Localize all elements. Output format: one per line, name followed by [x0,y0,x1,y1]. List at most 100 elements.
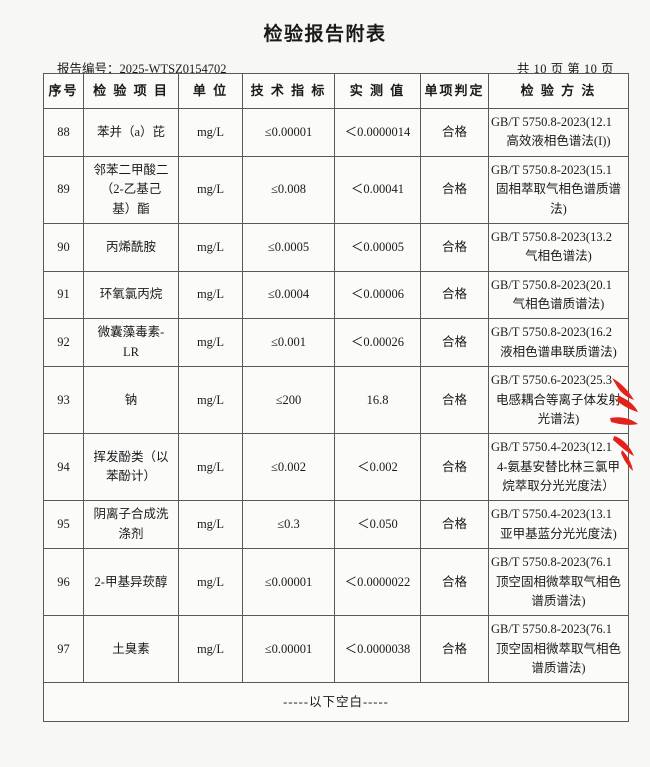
cell-method-line: GB/T 5750.8-2023(12.1 [491,115,612,129]
cell-unit: mg/L [178,318,243,368]
cell-measured: ＜0.00041 [334,155,421,224]
cell-method-line: 法) [550,201,567,216]
cell-no: 93 [43,366,84,435]
cell-method-line: GB/T 5750.8-2023(16.2 [491,325,612,340]
cell-unit: mg/L [178,222,243,272]
cell-measured: ＜0.00026 [334,318,421,368]
results-table-container: 序号 检 验 项 目 单 位 技 术 指 标 实 测 值 单项判定 检 验 方 … [43,73,629,723]
cell-item: 苯并（a）芘 [83,108,179,157]
cell-verdict: 合格 [420,500,489,550]
cell-item-line: 微囊藻毒素- [97,325,165,340]
cell-item-line: 涤剂 [118,526,144,541]
cell-method-line: GB/T 5750.8-2023(76.1 [491,622,612,637]
cell-unit: mg/L [178,270,243,320]
cell-method-line: 顶空固相微萃取气相色 [495,641,621,656]
cell-measured: ＜0.0000014 [334,108,421,157]
cell-method: GB/T 5750.4-2023(12.1 4-氨基安替比林三氯甲 烷萃取分光光度法… [488,433,629,502]
cell-method-line: 气相色谱质谱法) [512,297,605,311]
cell-method: GB/T 5750.8-2023(76.1 顶空固相微萃取气相色 谱质谱法) [488,548,629,617]
cell-spec: ≤0.008 [242,155,335,224]
table-row: 89 邻苯二甲酸二 （2-乙基己 基）酯 mg/L ≤0.008 ＜0.00041 合格 GB/… [43,155,629,224]
cell-item: 挥发酚类（以 苯酚计） [83,433,179,502]
cell-item-line: 邻苯二甲酸二 [93,162,169,177]
cell-no: 96 [43,548,84,617]
cell-verdict: 合格 [420,548,489,617]
cell-method-line: 固相萃取气相色谱质谱 [495,182,621,197]
cell-unit: mg/L [178,155,243,224]
cell-item-line: （2-乙基己 [100,182,162,197]
cell-item-line: 挥发酚类（以 [93,449,169,464]
cell-unit: mg/L [178,108,243,157]
table-row: 95 阴离子合成洗 涤剂 mg/L ≤0.3 ＜0.050 合格 GB/T 5750.4-20… [43,500,629,550]
cell-method-line: GB/T 5750.6-2023(25.3 [491,373,612,388]
cell-method-line: 液相色谱串联质谱法) [500,344,617,359]
cell-method-line: 电感耦合等离子体发射 [495,392,621,407]
column-header-item: 检 验 项 目 [83,73,179,109]
cell-verdict: 合格 [420,222,489,272]
report-number-value: 2025-WTSZ0154702 [119,62,227,76]
cell-no: 91 [43,270,84,320]
cell-spec: ≤200 [242,366,335,435]
column-header-unit: 单 位 [178,73,243,109]
cell-method: GB/T 5750.8-2023(76.1 顶空固相微萃取气相色 谱质谱法) [488,615,629,684]
table-row: 91 环氧氯丙烷 mg/L ≤0.0004 ＜0.00006 合格 GB/T 5750.8-… [43,270,629,320]
cell-method-line: 光谱法) [537,411,580,426]
cell-item: 钠 [83,366,179,435]
cell-method-line: GB/T 5750.4-2023(12.1 [491,440,612,455]
cell-verdict: 合格 [420,155,489,224]
cell-item-line: 阴离子合成洗 [93,507,169,522]
table-header: 序号 检 验 项 目 单 位 技 术 指 标 实 测 值 单项判定 检 验 方 … [43,73,629,109]
cell-item-line: LR [123,344,139,359]
cell-method: GB/T 5750.8-2023(15.1 固相萃取气相色谱质谱 法) [488,155,629,224]
cell-method-line: 亚甲基蓝分光光度法) [500,526,617,541]
cell-method: GB/T 5750.8-2023(16.2 液相色谱串联质谱法) [488,318,629,368]
cell-unit: mg/L [178,500,243,550]
report-number: 报告编号：2025-WTSZ0154702 [57,58,226,77]
cell-measured: ＜0.0000038 [334,615,421,684]
cell-item-line: 苯酚计） [105,469,156,484]
cell-method-line: GB/T 5750.8-2023(13.2 [491,229,612,244]
cell-spec: ≤0.00001 [242,108,335,157]
report-number-label: 报告编号： [57,62,120,76]
cell-unit: mg/L [178,615,243,684]
table-header-row: 序号 检 验 项 目 单 位 技 术 指 标 实 测 值 单项判定 检 验 方 … [43,73,629,109]
table-row: 94 挥发酚类（以 苯酚计） mg/L ≤0.002 ＜0.002 合格 GB/T 5750.… [43,433,629,502]
table-row: 90 丙烯酰胺 mg/L ≤0.0005 ＜0.00005 合格 GB/T 5750.8-2… [43,222,629,272]
cell-item: 微囊藻毒素- LR [83,318,179,368]
cell-verdict: 合格 [420,433,489,502]
cell-method-line: GB/T 5750.8-2023(76.1 [491,555,612,570]
column-header-no: 序号 [43,73,84,109]
cell-method: GB/T 5750.4-2023(13.1 亚甲基蓝分光光度法) [488,500,629,550]
cell-spec: ≤0.002 [242,433,335,502]
cell-verdict: 合格 [420,318,489,368]
cell-method: GB/T 5750.6-2023(25.3 电感耦合等离子体发射 光谱法) [488,366,629,435]
cell-item: 环氧氯丙烷 [83,270,179,320]
inspection-results-table: 序号 检 验 项 目 单 位 技 术 指 标 实 测 值 单项判定 检 验 方 … [43,73,629,723]
cell-method: GB/T 5750.8-2023(12.1 高效液相色谱法(I)) [488,108,629,157]
cell-measured: ＜0.002 [334,433,421,502]
cell-verdict: 合格 [420,270,489,320]
cell-no: 92 [43,318,84,368]
blank-notice-row: -----以下空白----- [43,682,629,723]
cell-item: 阴离子合成洗 涤剂 [83,500,179,550]
cell-method-line: GB/T 5750.4-2023(13.1 [491,507,612,522]
cell-measured: ＜0.00005 [334,222,421,272]
table-row: 92 微囊藻毒素- LR mg/L ≤0.001 ＜0.00026 合格 GB/T 5750.… [43,318,629,368]
cell-verdict: 合格 [420,615,489,684]
cell-no: 97 [43,615,84,684]
cell-verdict: 合格 [420,108,489,157]
cell-no: 95 [43,500,84,550]
cell-spec: ≤0.001 [242,318,335,368]
cell-item: 丙烯酰胺 [83,222,179,272]
cell-method-line: 谱质谱法) [531,593,586,608]
cell-measured: ＜0.00006 [334,270,421,320]
cell-measured: ＜0.0000022 [334,548,421,617]
cell-method-line: 顶空固相微萃取气相色 [495,574,621,589]
cell-method-line: GB/T 5750.8-2023(20.1 [491,277,612,292]
column-header-verdict: 单项判定 [420,73,489,109]
cell-unit: mg/L [178,433,243,502]
table-row: 93 钠 mg/L ≤200 16.8 合格 GB/T 5750.6-2023(25.3 电感… [43,366,629,435]
cell-method: GB/T 5750.8-2023(20.1 气相色谱质谱法) [488,270,629,320]
cell-item-line: 基）酯 [112,201,150,216]
